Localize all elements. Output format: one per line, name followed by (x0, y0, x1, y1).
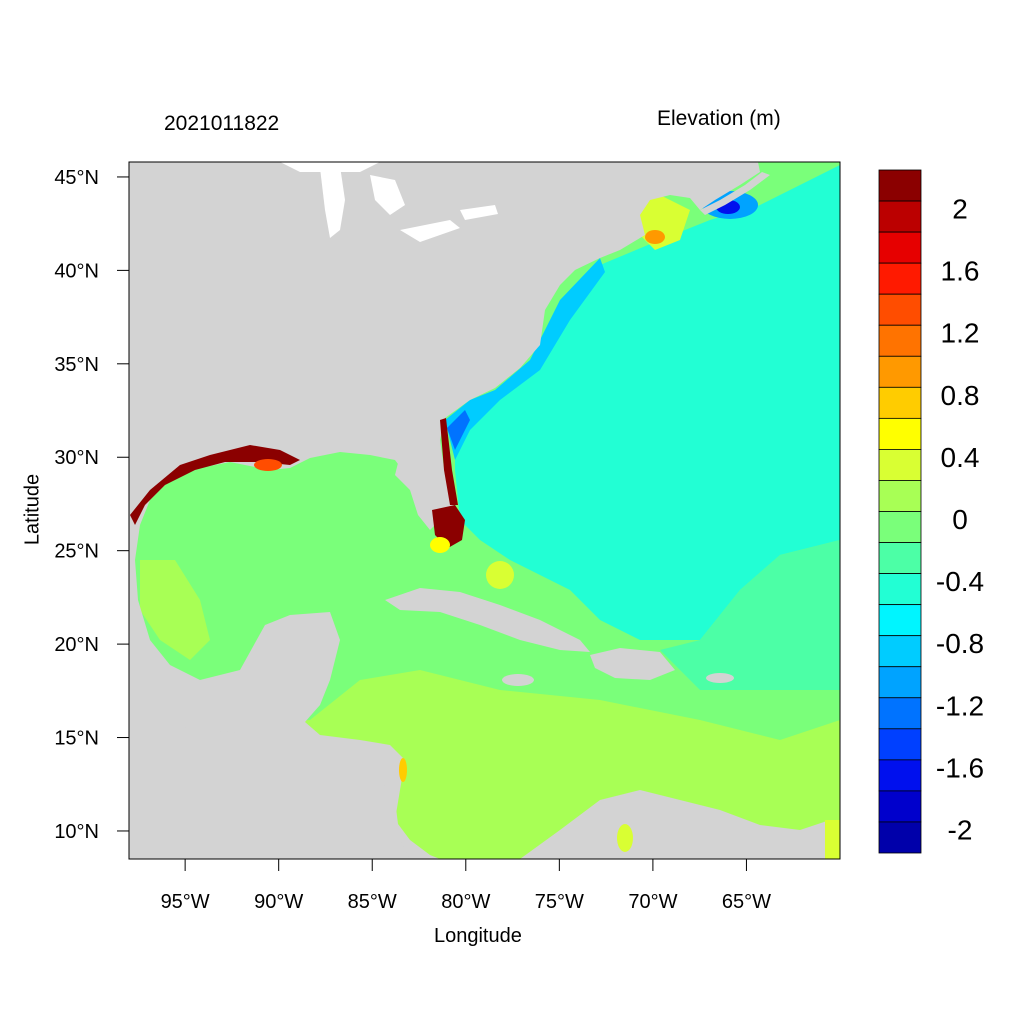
cape-cod-high (645, 230, 665, 244)
variable-title: Elevation (m) (657, 107, 781, 130)
colorbar-swatch (878, 635, 922, 668)
colorbar-swatch (878, 480, 922, 512)
eastcoast-negative-surge (445, 258, 605, 460)
x-tick-label: 90°W (254, 891, 303, 913)
x-axis-label: Longitude (434, 925, 522, 947)
honduras-positive (399, 758, 407, 782)
lake-ontario (460, 205, 498, 220)
atlantic-elevation-region (455, 165, 840, 640)
colorbar: 2 1.6 1.2 0.8 0.4 0 -0.4 -0.8 -1.2 -1.6 -2 (878, 169, 984, 854)
y-tick-label: 30°N (54, 447, 99, 469)
colorbar-swatch (878, 324, 922, 357)
colorbar-label: -1.2 (936, 690, 984, 721)
colorbar-label: -0.8 (936, 628, 984, 659)
hispaniola-land (590, 648, 675, 680)
y-tick-label: 20°N (54, 634, 99, 656)
x-tick-label: 85°W (348, 891, 397, 913)
colorbar-swatch (878, 355, 922, 388)
colorbar-label: -0.4 (936, 566, 984, 597)
colorbar-label: -2 (948, 814, 973, 845)
colorbar-label: -1.6 (936, 752, 984, 783)
colorbar-swatch (878, 604, 922, 637)
x-tick-label: 80°W (441, 891, 490, 913)
y-tick-label: 10°N (54, 821, 99, 843)
colorbar-swatch (878, 759, 922, 792)
map-plot (129, 162, 840, 859)
colorbar-swatch (878, 200, 922, 233)
puerto-rico-land (706, 673, 734, 683)
y-tick-label: 45°N (54, 167, 99, 189)
x-tick-label: 95°W (161, 891, 210, 913)
eastcoast-deep-negative (447, 410, 470, 450)
colorbar-label: 0.4 (941, 442, 980, 473)
east-florida-surge (440, 418, 458, 505)
mobile-bay-surge (254, 459, 282, 471)
x-axis-ticks: 95°W 90°W 85°W 80°W 75°W 70°W 65°W (161, 859, 771, 913)
colorbar-swatch (878, 262, 922, 295)
colorbar-swatch (878, 417, 922, 450)
colorbar-swatch (878, 728, 922, 761)
timestamp-title: 2021011822 (164, 112, 280, 135)
nova-scotia-land (700, 172, 770, 215)
y-tick-label: 15°N (54, 728, 99, 750)
jamaica-land (502, 674, 534, 686)
bahamas-positive (486, 561, 514, 589)
colombia-positive (617, 824, 633, 852)
western-gulf-band (140, 560, 210, 660)
colorbar-label: 1.6 (941, 256, 980, 287)
y-tick-label: 25°N (54, 541, 99, 563)
colorbar-swatch (878, 542, 922, 574)
atlantic-lighter-region (660, 540, 840, 690)
y-axis-ticks: 45°N 40°N 35°N 30°N 25°N 20°N 15°N 10°N (54, 167, 129, 843)
colorbar-swatch (878, 511, 922, 543)
colorbar-swatch (878, 169, 922, 202)
y-tick-label: 40°N (54, 260, 99, 282)
x-tick-label: 75°W (535, 891, 584, 913)
plot-frame (128, 161, 841, 860)
colorbar-label: 0.8 (941, 380, 980, 411)
colorbar-label: 1.2 (941, 318, 980, 349)
lake-superior (280, 162, 380, 172)
x-tick-label: 65°W (722, 891, 771, 913)
great-lakes (280, 162, 498, 242)
x-tick-label: 70°W (628, 891, 677, 913)
colorbar-swatch (878, 386, 922, 419)
colorbar-swatch (878, 449, 922, 481)
colorbar-swatch (878, 821, 922, 854)
gulf-coast-surge (130, 445, 300, 525)
south-america-land (520, 790, 840, 859)
y-tick-label: 35°N (54, 354, 99, 376)
central-america-land (129, 720, 410, 859)
colorbar-swatch (878, 666, 922, 699)
east-edge-positive (825, 820, 840, 859)
colorbar-label: 0 (952, 504, 968, 535)
colorbar-swatch (878, 790, 922, 823)
florida-surge-yellow (430, 537, 450, 553)
colorbar-swatch (878, 697, 922, 730)
lake-erie (400, 220, 460, 242)
lake-huron (370, 175, 405, 215)
colorbar-swatch (878, 573, 922, 606)
colorbar-label: 2 (952, 194, 968, 225)
colorbar-swatch (878, 231, 922, 264)
cuba-land (385, 588, 590, 652)
colorbar-swatch (878, 293, 922, 326)
y-axis-label: Latitude (21, 473, 44, 546)
lake-michigan (320, 166, 345, 238)
